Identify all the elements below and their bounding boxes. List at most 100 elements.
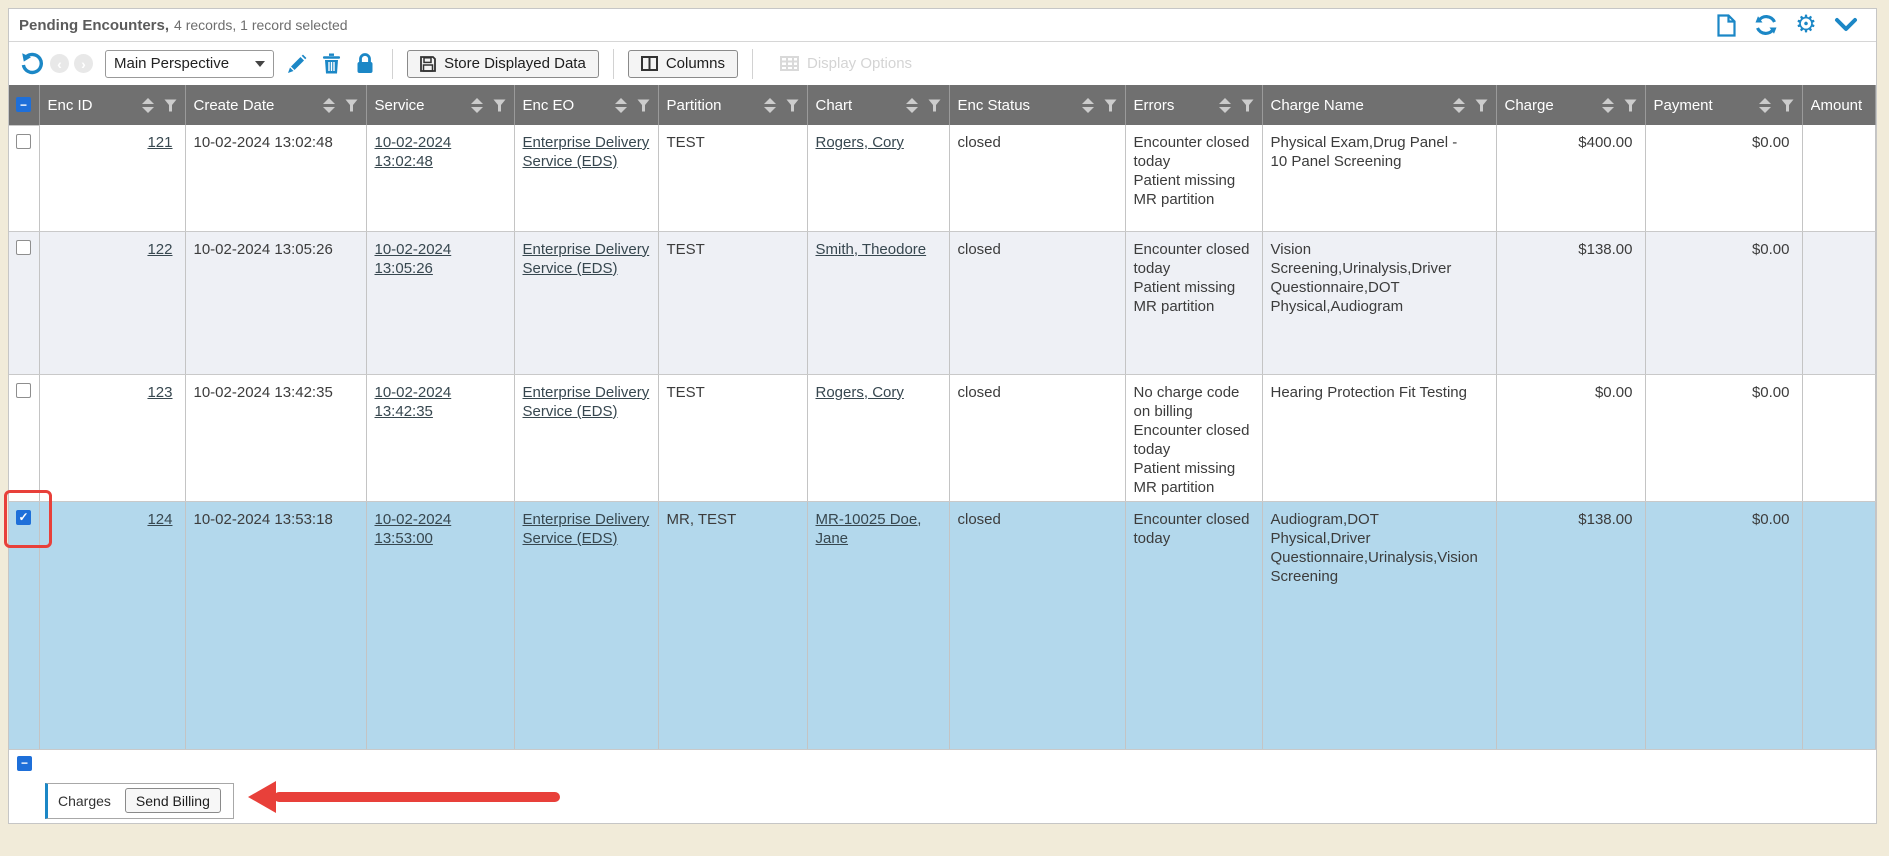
- columns-label: Columns: [665, 55, 725, 72]
- sort-icon[interactable]: [1452, 97, 1465, 113]
- perspective-dropdown-value: Main Perspective: [114, 55, 230, 72]
- gear-icon[interactable]: ⚙: [1795, 11, 1817, 38]
- column-header-charge_name[interactable]: Charge Name: [1262, 85, 1497, 125]
- link-chart[interactable]: Rogers, Cory: [815, 134, 904, 151]
- send-billing-button[interactable]: Send Billing: [124, 788, 221, 813]
- cell-payment: $0.00: [1645, 374, 1803, 502]
- sort-icon[interactable]: [1601, 97, 1614, 113]
- filter-funnel-icon[interactable]: [928, 99, 941, 112]
- sort-icon[interactable]: [1758, 97, 1771, 113]
- row-checkbox[interactable]: [16, 382, 31, 398]
- link-service[interactable]: 10-02-2024 13:42:35: [374, 383, 452, 420]
- undo-icon[interactable]: [19, 51, 45, 77]
- sort-icon[interactable]: [1218, 97, 1231, 113]
- filter-funnel-icon[interactable]: [1475, 99, 1488, 112]
- lock-icon[interactable]: [352, 51, 378, 77]
- trash-icon[interactable]: [318, 51, 344, 77]
- filter-funnel-icon[interactable]: [1104, 99, 1117, 112]
- row-checkbox[interactable]: [16, 239, 31, 255]
- filter-funnel-icon[interactable]: [164, 99, 177, 112]
- chevron-down-icon[interactable]: [1834, 13, 1858, 37]
- cell-enc_eo: Enterprise Delivery Service (EDS): [514, 231, 659, 375]
- link-service[interactable]: 10-02-2024 13:05:26: [374, 240, 452, 277]
- title-bar: Pending Encounters, 4 records, 1 record …: [9, 9, 1876, 42]
- column-header-enc_id[interactable]: Enc ID: [39, 85, 186, 125]
- filter-funnel-icon[interactable]: [493, 99, 506, 112]
- cell-enc_status: closed: [949, 125, 1126, 232]
- column-header-partition[interactable]: Partition: [658, 85, 808, 125]
- perspective-dropdown[interactable]: Main Perspective: [105, 49, 275, 78]
- cell-payment: $0.00: [1645, 231, 1803, 375]
- tab-charges[interactable]: Charges: [58, 792, 111, 809]
- filter-funnel-icon[interactable]: [345, 99, 358, 112]
- cell-enc_id: 124: [39, 501, 186, 750]
- table-row[interactable]: ✓ 124 10-02-2024 13:53:18 10-02-2024 13:53:…: [9, 501, 1876, 750]
- column-header-amount[interactable]: Amount: [1802, 85, 1876, 125]
- link-chart[interactable]: MR-10025 Doe, Jane: [815, 510, 922, 547]
- row-checkbox[interactable]: ✓: [16, 509, 31, 525]
- filter-funnel-icon[interactable]: [1781, 99, 1794, 112]
- cell-enc_eo: Enterprise Delivery Service (EDS): [514, 125, 659, 232]
- link-enc_id[interactable]: 121: [147, 134, 173, 151]
- filter-funnel-icon[interactable]: [1241, 99, 1254, 112]
- column-header-service[interactable]: Service: [366, 85, 515, 125]
- filter-funnel-icon[interactable]: [1624, 99, 1637, 112]
- cell-partition: TEST: [658, 231, 808, 375]
- link-chart[interactable]: Rogers, Cory: [815, 383, 904, 401]
- column-header-label: Payment: [1653, 96, 1713, 114]
- pencil-icon[interactable]: [284, 51, 310, 77]
- link-service[interactable]: 10-02-2024 13:02:48: [374, 134, 452, 170]
- column-header-payment[interactable]: Payment: [1645, 85, 1803, 125]
- sort-icon[interactable]: [322, 97, 335, 113]
- link-chart[interactable]: Smith, Theodore: [815, 240, 927, 258]
- sort-icon[interactable]: [905, 97, 918, 113]
- table-row[interactable]: 123 10-02-2024 13:42:35 10-02-2024 13:42:3…: [9, 374, 1876, 502]
- cell-errors: No charge code on billing Encounter clos…: [1125, 374, 1263, 502]
- link-enc_eo[interactable]: Enterprise Delivery Service (EDS): [522, 383, 650, 420]
- sort-icon[interactable]: [614, 97, 627, 113]
- filter-funnel-icon[interactable]: [786, 99, 799, 112]
- columns-button[interactable]: Columns: [627, 49, 738, 78]
- cell-amount: [1802, 374, 1876, 502]
- filter-funnel-icon[interactable]: [637, 99, 650, 112]
- link-enc_id[interactable]: 122: [147, 240, 173, 258]
- column-header-create_date[interactable]: Create Date: [185, 85, 367, 125]
- perspective-actions: [284, 51, 378, 77]
- cell-create_date: 10-02-2024 13:02:48: [185, 125, 367, 232]
- link-enc_eo[interactable]: Enterprise Delivery Service (EDS): [522, 240, 650, 277]
- refresh-icon[interactable]: [1754, 13, 1778, 37]
- link-enc_eo[interactable]: Enterprise Delivery Service (EDS): [522, 510, 650, 547]
- link-enc_eo[interactable]: Enterprise Delivery Service (EDS): [522, 134, 650, 170]
- page-title: Pending Encounters,: [19, 16, 170, 34]
- sort-icon[interactable]: [470, 97, 483, 113]
- cell-errors: Encounter closed today Patient missing M…: [1125, 231, 1263, 375]
- column-header-errors[interactable]: Errors: [1125, 85, 1263, 125]
- column-header-label: Charge Name: [1270, 96, 1364, 114]
- cell-enc_status: closed: [949, 374, 1126, 502]
- column-header-enc_status[interactable]: Enc Status: [949, 85, 1126, 125]
- select-all-checkbox-footer[interactable]: −: [17, 755, 32, 771]
- new-document-icon[interactable]: [1714, 13, 1738, 37]
- annotation-arrow-shaft: [274, 792, 560, 802]
- column-header-enc_eo[interactable]: Enc EO: [514, 85, 659, 125]
- cell-partition: MR, TEST: [658, 501, 808, 750]
- link-enc_id[interactable]: 123: [147, 383, 173, 401]
- cell-enc_status: closed: [949, 501, 1126, 750]
- row-select-cell: ✓: [9, 501, 40, 750]
- row-checkbox[interactable]: [16, 133, 31, 149]
- link-enc_id[interactable]: 124: [147, 510, 173, 528]
- column-header-chart[interactable]: Chart: [807, 85, 950, 125]
- table-row[interactable]: 122 10-02-2024 13:05:26 10-02-2024 13:05:2…: [9, 231, 1876, 375]
- store-displayed-data-label: Store Displayed Data: [444, 55, 586, 72]
- sort-icon[interactable]: [763, 97, 776, 113]
- store-displayed-data-button[interactable]: Store Displayed Data: [407, 49, 599, 78]
- table-row[interactable]: 121 10-02-2024 13:02:48 10-02-2024 13:02:4…: [9, 125, 1876, 232]
- cell-partition: TEST: [658, 125, 808, 232]
- sort-icon[interactable]: [141, 97, 154, 113]
- link-service[interactable]: 10-02-2024 13:53:00: [374, 510, 452, 547]
- select-all-checkbox[interactable]: −: [16, 97, 31, 112]
- toolbar: ‹ › Main Perspective Store Displayed Dat…: [9, 42, 1876, 85]
- cell-charge_name: Hearing Protection Fit Testing: [1262, 374, 1497, 502]
- column-header-charge[interactable]: Charge: [1496, 85, 1646, 125]
- sort-icon[interactable]: [1081, 97, 1094, 113]
